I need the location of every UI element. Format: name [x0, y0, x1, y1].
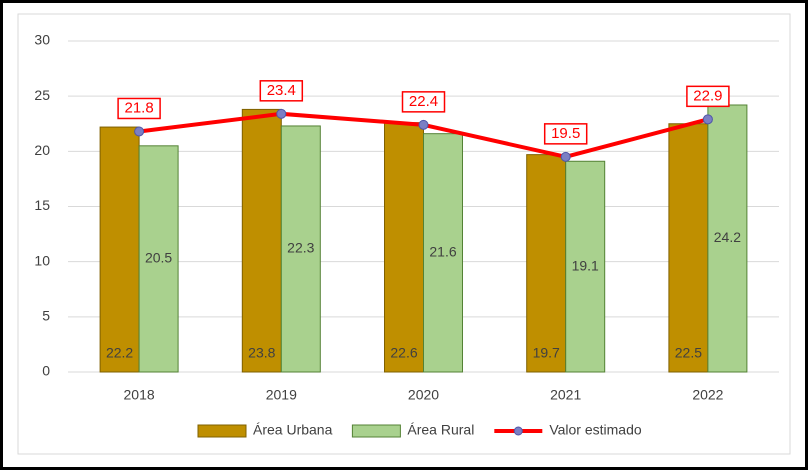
- data-label: 23.8: [248, 345, 275, 361]
- bar: [707, 104, 748, 373]
- data-label: 22.5: [675, 345, 702, 361]
- y-tick-label: 20: [34, 142, 50, 158]
- data-label: 22.3: [287, 240, 314, 256]
- x-tick-label: 2021: [550, 387, 581, 403]
- line-marker: [560, 151, 571, 162]
- legend-swatch: [197, 424, 247, 438]
- bar: [138, 145, 179, 373]
- data-label-box: [543, 123, 588, 145]
- x-tick-label: 2022: [692, 387, 723, 403]
- data-label: 21.8: [124, 99, 153, 116]
- data-label: 21.6: [429, 244, 456, 260]
- bar: [526, 154, 567, 373]
- data-label-box: [401, 91, 446, 113]
- data-label: 19.1: [572, 257, 599, 273]
- data-label: 19.5: [551, 125, 580, 142]
- data-label-box: [686, 85, 730, 108]
- data-label: 22.2: [106, 345, 133, 361]
- bar: [280, 125, 321, 373]
- bar: [668, 123, 709, 373]
- data-label: 22.9: [693, 87, 722, 104]
- y-tick-label: 0: [42, 363, 50, 379]
- line-marker: [276, 108, 287, 119]
- data-label: 23.4: [267, 82, 296, 99]
- x-tick-label: 2020: [408, 387, 439, 403]
- bar: [423, 133, 463, 373]
- y-tick-label: 5: [42, 308, 50, 324]
- line-marker: [702, 114, 713, 125]
- bar: [384, 122, 424, 373]
- y-tick-label: 10: [34, 252, 50, 268]
- bar: [99, 126, 140, 373]
- data-label: 20.5: [145, 250, 172, 266]
- data-label: 22.6: [390, 345, 417, 361]
- data-label: 22.4: [409, 93, 438, 110]
- legend-label: Área Rural: [407, 422, 474, 438]
- plot-frame: [17, 13, 791, 455]
- data-label-box: [259, 80, 304, 102]
- data-label-box: [117, 97, 161, 120]
- line-marker: [418, 119, 429, 130]
- bar: [565, 160, 606, 373]
- line-marker: [134, 126, 145, 137]
- data-label: 24.2: [714, 229, 741, 245]
- x-tick-label: 2018: [124, 387, 155, 403]
- bar: [241, 108, 282, 373]
- legend-label: Valor estimado: [549, 422, 642, 438]
- data-label: 19.7: [533, 345, 560, 361]
- y-tick-label: 15: [34, 197, 50, 213]
- legend-label: Área Urbana: [253, 422, 333, 438]
- y-tick-label: 25: [34, 87, 50, 103]
- legend-marker: [513, 426, 523, 436]
- legend-swatch: [351, 424, 401, 438]
- y-tick-label: 30: [34, 32, 50, 48]
- x-tick-label: 2019: [266, 387, 297, 403]
